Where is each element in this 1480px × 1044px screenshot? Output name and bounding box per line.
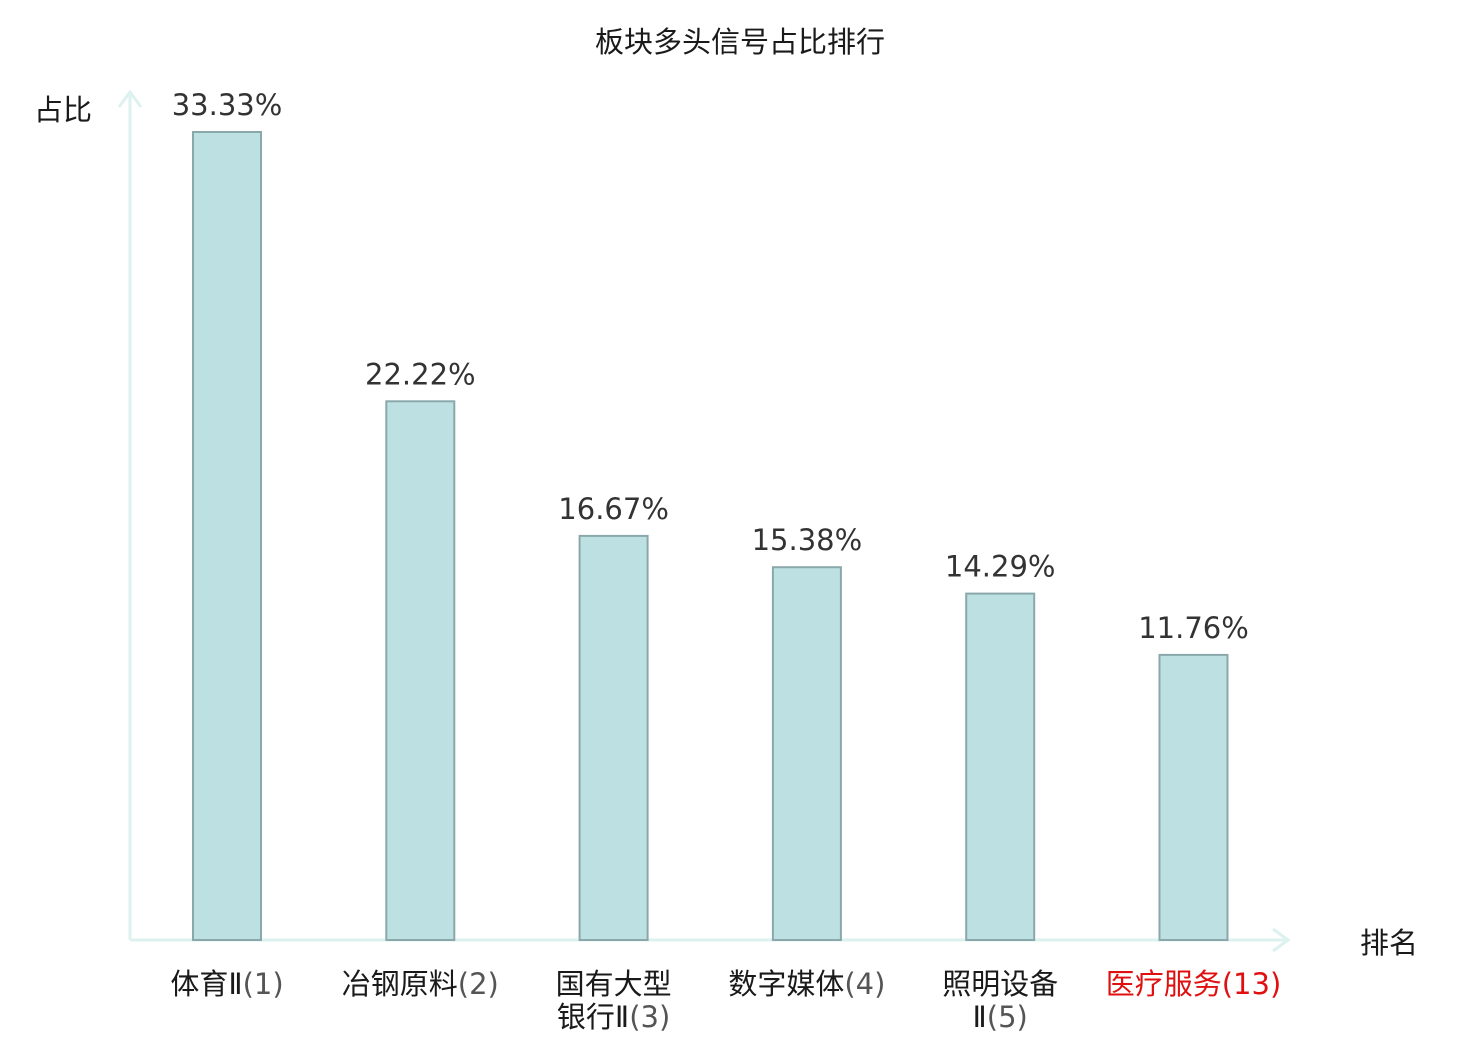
category-name: 体育Ⅱ: [170, 967, 242, 1001]
category-tick-label: 数字媒体(4): [728, 967, 885, 1001]
category-rank: (5): [987, 1000, 1028, 1034]
category-name: 照明设备: [942, 967, 1058, 1001]
x-axis-label: 排名: [1360, 926, 1418, 960]
category-tick-label: Ⅱ(5): [973, 1000, 1028, 1034]
category-name: 数字媒体: [728, 967, 844, 1001]
category-name: 医疗服务: [1106, 967, 1222, 1001]
category-name: Ⅱ: [973, 1000, 987, 1034]
y-axis-label: 占比: [34, 93, 92, 127]
category-rank: (13): [1222, 967, 1282, 1001]
x-axis: 排名: [130, 926, 1418, 960]
data-label: 22.22%: [365, 357, 476, 391]
chart-title: 板块多头信号占比排行: [595, 25, 885, 59]
bar: [192, 131, 262, 941]
data-label: 11.76%: [1138, 611, 1249, 645]
bar: [1158, 653, 1229, 942]
category-tick-label: 照明设备: [942, 967, 1058, 1001]
data-label: 33.33%: [172, 88, 283, 122]
data-label: 15.38%: [752, 523, 863, 557]
bar-group: [192, 131, 1229, 942]
data-label: 16.67%: [558, 492, 669, 526]
value-label-group: 33.33% 22.22% 16.67% 15.38% 14.29% 11.76%: [172, 88, 1249, 645]
y-axis-arrow-icon: [117, 89, 143, 108]
bar: [965, 592, 1036, 941]
category-tick-label: 银行Ⅱ(3): [557, 1000, 670, 1034]
category-rank: (3): [629, 1000, 670, 1034]
category-rank: (2): [458, 967, 499, 1001]
category-tick-label: 医疗服务(13): [1106, 967, 1282, 1001]
category-name: 银行Ⅱ: [557, 1000, 629, 1034]
category-name: 国有大型: [556, 967, 672, 1001]
bar: [385, 400, 456, 941]
bar: [578, 534, 649, 942]
category-tick-label: 冶钢原料(2): [342, 967, 499, 1001]
category-name: 冶钢原料: [342, 967, 458, 1001]
category-tick-label: 体育Ⅱ(1): [170, 967, 283, 1001]
data-label: 14.29%: [945, 550, 1056, 584]
category-rank: (1): [243, 967, 284, 1001]
y-axis: 占比: [34, 89, 143, 940]
category-tick-label: 国有大型: [556, 967, 672, 1001]
x-axis-arrow-icon: [1272, 927, 1291, 953]
bar: [771, 566, 842, 941]
category-rank: (4): [844, 967, 885, 1001]
